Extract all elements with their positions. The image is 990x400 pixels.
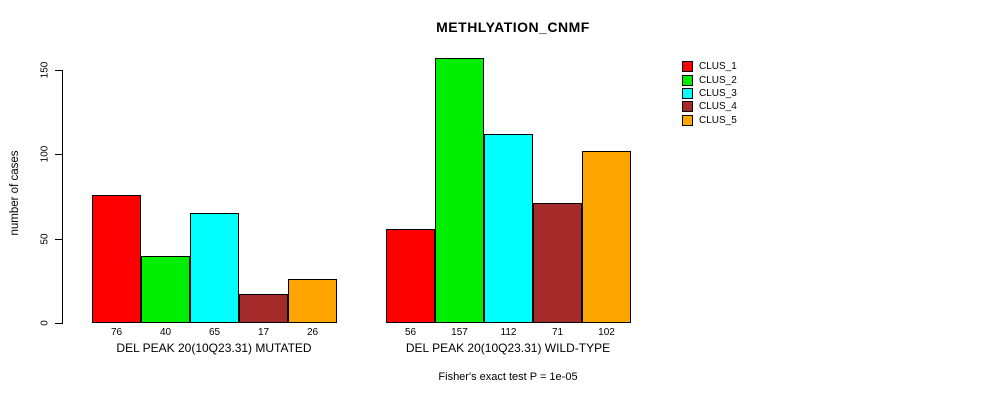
legend-item: CLUS_2 [682, 73, 737, 86]
bar-clus_4-group2 [533, 203, 582, 323]
legend-item-label: CLUS_2 [699, 74, 737, 86]
y-tick-label: 100 [39, 145, 51, 163]
y-tick [55, 154, 62, 156]
bar-clus_3-group1 [190, 213, 239, 323]
y-axis-label: number of cases [9, 150, 21, 236]
bar-clus_4-group1 [239, 294, 288, 323]
y-tick [55, 70, 62, 71]
bar-value-label: 65 [208, 327, 221, 338]
chart-title: METHLYATION_CNMF [436, 19, 590, 35]
bar-clus_5-group1 [288, 279, 337, 323]
legend-item-label: CLUS_1 [699, 61, 737, 73]
bar-clus_5-group2 [582, 151, 631, 323]
legend-swatch-icon [682, 87, 693, 99]
bar-clus_1-group2 [386, 229, 435, 323]
bar-value-label: 157 [451, 327, 468, 338]
legend-swatch-icon [682, 101, 693, 113]
legend: CLUS_1 CLUS_2 CLUS_3 CLUS_4 CLUS_5 [682, 60, 737, 127]
bar-value-label: 76 [110, 327, 123, 338]
legend-swatch-icon [682, 114, 693, 126]
group-label-mutated: DEL PEAK 20(10Q23.31) MUTATED [116, 341, 312, 355]
legend-item: CLUS_3 [682, 87, 737, 100]
legend-item-label: CLUS_3 [699, 87, 737, 99]
legend-item: CLUS_5 [682, 114, 737, 127]
bar-value-label: 26 [306, 327, 319, 338]
y-tick-label: 50 [39, 233, 51, 245]
bar-value-label: 17 [257, 327, 270, 338]
bar-value-label: 40 [159, 327, 172, 338]
legend-swatch-icon [682, 61, 693, 73]
y-tick [55, 238, 62, 240]
bar-clus_2-group1 [141, 256, 190, 323]
bar-clus_3-group2 [484, 134, 533, 323]
y-tick-label: 0 [39, 320, 51, 326]
bar-value-label: 112 [500, 327, 517, 338]
group-label-wildtype: DEL PEAK 20(10Q23.31) WILD-TYPE [405, 341, 611, 355]
bar-value-label: 71 [551, 327, 564, 338]
legend-item: CLUS_4 [682, 100, 737, 113]
bar-clus_1-group1 [92, 195, 141, 323]
bar-value-label: 102 [598, 327, 615, 338]
y-tick [55, 323, 62, 324]
footnote: Fisher's exact test P = 1e-05 [438, 371, 578, 383]
legend-item-label: CLUS_4 [699, 101, 737, 113]
y-tick-label: 150 [39, 61, 51, 79]
bar-value-label: 56 [404, 327, 417, 338]
bar-clus_2-group2 [435, 58, 484, 323]
legend-item: CLUS_1 [682, 60, 737, 73]
y-axis-line [62, 70, 63, 324]
legend-item-label: CLUS_5 [699, 114, 737, 126]
legend-swatch-icon [682, 74, 693, 86]
